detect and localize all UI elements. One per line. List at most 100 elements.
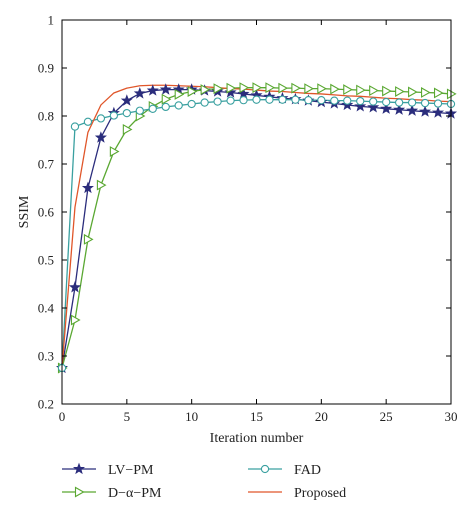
legend-marker-1 — [74, 486, 85, 498]
series-0-point — [120, 94, 133, 106]
x-tick-label: 30 — [445, 409, 458, 424]
series-2-point — [291, 95, 300, 104]
series-1-point — [330, 83, 340, 95]
series-1-point — [200, 84, 211, 96]
series-2-point — [369, 97, 378, 106]
series-2-point — [265, 95, 274, 104]
series-0-point — [146, 84, 159, 96]
x-tick-label: 20 — [315, 409, 328, 424]
series-2-point — [200, 98, 209, 107]
plot-area-frame — [61, 19, 452, 405]
series-0-point — [159, 83, 172, 95]
legend-label-2: FAD — [294, 463, 321, 478]
series-2-point — [382, 97, 391, 107]
series-1-point — [265, 82, 276, 94]
series-2-point — [161, 102, 170, 112]
series-2-point — [239, 96, 248, 105]
x-tick-label: 15 — [250, 409, 263, 424]
series-1-point — [343, 84, 353, 96]
series-1-point — [239, 82, 250, 94]
series-1-point — [122, 123, 133, 135]
series-2-point — [304, 96, 313, 105]
series-2-point — [317, 96, 326, 105]
series-1-point — [213, 83, 224, 95]
legend-label-3: Proposed — [294, 486, 346, 501]
series-0-point — [68, 281, 81, 293]
x-tick-label: 0 — [59, 409, 66, 424]
y-tick-label: 0.8 — [38, 109, 54, 124]
y-tick-label: 0.2 — [38, 397, 54, 412]
series-2-point — [330, 96, 339, 105]
series-0-point — [419, 105, 432, 117]
series-0-point — [406, 104, 419, 116]
legend-marker-0 — [72, 462, 86, 475]
series-0-point — [354, 100, 367, 112]
series-0-point — [367, 101, 380, 113]
series-1-point — [96, 179, 107, 191]
y-tick-label: 0.7 — [38, 157, 55, 172]
legend: LV−PM D−α−PM FAD Proposed — [62, 462, 346, 501]
axis-ticks: 0 5 10 15 20 25 30 0.2 0.3 0.4 0.5 0.6 0.7 0.8 0.9 1 — [38, 13, 458, 425]
x-tick-label: 25 — [380, 409, 393, 424]
x-axis-label: Iteration number — [210, 431, 304, 446]
series-2-point — [135, 106, 144, 115]
series-2-point — [96, 114, 106, 123]
series-0-point — [94, 131, 107, 143]
series-1-point — [187, 86, 198, 97]
series-1-point — [83, 233, 94, 245]
series-1-point — [395, 86, 405, 97]
series-2-point — [187, 99, 196, 109]
series-2-point — [83, 117, 93, 126]
series-2-point — [226, 96, 235, 105]
series-1-point — [317, 83, 327, 95]
legend-label-1: D−α−PM — [108, 486, 162, 501]
y-tick-label: 0.5 — [38, 253, 54, 268]
y-tick-label: 1 — [48, 13, 55, 28]
series-2-point — [433, 99, 443, 108]
legend-label-0: LV−PM — [108, 463, 154, 478]
series-2-point — [394, 98, 404, 107]
series-1-point — [433, 87, 444, 99]
y-tick-label: 0.6 — [38, 205, 55, 220]
series-1-point — [109, 146, 120, 157]
series-line-1 — [61, 87, 452, 369]
series-1-point — [304, 83, 314, 95]
series-2-point — [420, 98, 430, 108]
series-line-0 — [61, 88, 452, 369]
series-1-point — [369, 85, 379, 97]
y-axis-label: SSIM — [17, 195, 32, 228]
series-2-point — [252, 95, 261, 104]
series-2-point — [356, 96, 365, 106]
series-0-point — [133, 87, 146, 99]
series-2-point — [109, 111, 119, 120]
x-tick-label: 10 — [185, 409, 198, 424]
series-2-point — [174, 101, 183, 110]
series-1-point — [226, 82, 237, 94]
series-0-point — [393, 103, 406, 115]
series-1-point — [70, 314, 81, 326]
series-2-point — [213, 97, 222, 106]
series-0-point — [81, 181, 94, 194]
series-1-point — [408, 86, 418, 98]
y-tick-label: 0.9 — [38, 61, 54, 76]
series-line-3 — [61, 84, 452, 369]
series-2-point — [122, 108, 131, 118]
series-1-point — [356, 84, 366, 96]
series-2-point — [278, 95, 287, 104]
series-1-point — [291, 82, 302, 94]
series-1-point — [252, 82, 263, 94]
series-1-point — [278, 82, 289, 94]
series-1-point — [161, 93, 172, 105]
series-2-point — [148, 104, 157, 113]
series-1-point — [382, 85, 392, 97]
series-0-point — [432, 106, 445, 118]
series-0-point — [380, 102, 393, 114]
series-1-point — [174, 88, 185, 100]
x-tick-label: 5 — [124, 409, 131, 424]
series-markers — [55, 82, 458, 374]
series-2-point — [343, 96, 352, 105]
series-2-point — [70, 122, 80, 131]
legend-marker-2 — [260, 464, 270, 474]
y-tick-label: 0.3 — [38, 349, 54, 364]
